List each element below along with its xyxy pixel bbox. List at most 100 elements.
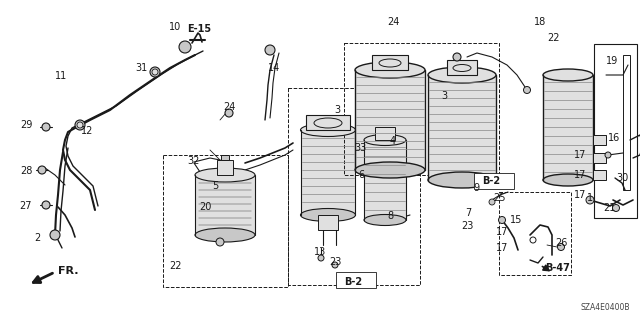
Text: 3: 3 bbox=[334, 105, 340, 115]
Text: 17: 17 bbox=[574, 150, 586, 160]
Text: 16: 16 bbox=[608, 133, 620, 143]
Circle shape bbox=[332, 262, 338, 268]
Circle shape bbox=[42, 201, 50, 209]
Bar bbox=[288, 88, 420, 285]
Ellipse shape bbox=[355, 62, 425, 78]
Ellipse shape bbox=[543, 69, 593, 81]
Bar bbox=[163, 155, 288, 287]
Circle shape bbox=[453, 53, 461, 61]
Circle shape bbox=[318, 255, 324, 261]
Bar bbox=[594, 44, 637, 218]
Bar bbox=[623, 55, 630, 190]
Text: 32: 32 bbox=[188, 156, 200, 166]
Text: 10: 10 bbox=[169, 22, 181, 32]
Text: 8: 8 bbox=[387, 211, 393, 221]
Circle shape bbox=[152, 69, 158, 75]
Circle shape bbox=[216, 238, 224, 246]
Text: 25: 25 bbox=[493, 193, 505, 203]
Circle shape bbox=[489, 199, 495, 205]
Circle shape bbox=[77, 122, 83, 128]
Bar bbox=[195, 175, 255, 235]
Circle shape bbox=[605, 152, 611, 158]
Text: 3: 3 bbox=[441, 91, 447, 101]
Bar bbox=[364, 140, 406, 220]
Circle shape bbox=[75, 120, 85, 130]
Circle shape bbox=[499, 217, 506, 223]
Bar bbox=[375, 127, 395, 140]
Text: 9: 9 bbox=[473, 183, 479, 193]
Text: 27: 27 bbox=[20, 201, 32, 211]
Bar bbox=[372, 55, 408, 70]
Text: 23: 23 bbox=[329, 257, 341, 267]
Circle shape bbox=[612, 204, 620, 212]
Ellipse shape bbox=[301, 209, 355, 221]
Bar bbox=[221, 155, 229, 160]
Ellipse shape bbox=[301, 124, 355, 137]
Text: 17: 17 bbox=[496, 227, 508, 237]
Text: 22: 22 bbox=[170, 261, 182, 271]
Text: 14: 14 bbox=[268, 63, 280, 73]
Text: 15: 15 bbox=[510, 215, 522, 225]
Text: 22: 22 bbox=[547, 33, 559, 43]
Text: E-15: E-15 bbox=[187, 24, 211, 34]
Circle shape bbox=[225, 109, 233, 117]
Bar bbox=[593, 153, 606, 163]
Text: 23: 23 bbox=[461, 221, 473, 231]
Bar bbox=[499, 192, 571, 275]
Bar bbox=[318, 215, 338, 230]
Text: 4: 4 bbox=[390, 136, 396, 146]
Text: 17: 17 bbox=[574, 170, 586, 180]
Text: 24: 24 bbox=[223, 102, 235, 112]
Ellipse shape bbox=[543, 174, 593, 186]
Text: 20: 20 bbox=[199, 202, 211, 212]
Text: B-2: B-2 bbox=[344, 277, 362, 287]
Bar bbox=[301, 130, 355, 215]
Bar bbox=[306, 115, 350, 130]
Ellipse shape bbox=[364, 214, 406, 226]
Text: 24: 24 bbox=[387, 17, 399, 27]
Text: 1: 1 bbox=[587, 193, 593, 203]
Bar bbox=[447, 60, 477, 75]
Text: 31: 31 bbox=[135, 63, 147, 73]
Bar bbox=[474, 173, 514, 189]
Ellipse shape bbox=[428, 172, 496, 188]
Ellipse shape bbox=[195, 228, 255, 242]
Text: 30: 30 bbox=[616, 173, 628, 183]
Text: 19: 19 bbox=[606, 56, 618, 66]
Text: 26: 26 bbox=[555, 238, 567, 248]
Ellipse shape bbox=[428, 67, 496, 83]
Text: 17: 17 bbox=[496, 243, 508, 253]
Circle shape bbox=[50, 230, 60, 240]
Text: 17: 17 bbox=[574, 190, 586, 200]
Bar bbox=[593, 135, 606, 145]
Ellipse shape bbox=[364, 134, 406, 146]
Text: 13: 13 bbox=[314, 247, 326, 257]
Text: FR.: FR. bbox=[58, 266, 79, 276]
Circle shape bbox=[150, 67, 160, 77]
Text: 5: 5 bbox=[212, 181, 218, 191]
Text: 6: 6 bbox=[358, 170, 364, 180]
Text: 18: 18 bbox=[534, 17, 546, 27]
Circle shape bbox=[38, 166, 46, 174]
Text: 33: 33 bbox=[354, 143, 366, 153]
Bar bbox=[336, 272, 376, 288]
Circle shape bbox=[557, 244, 564, 251]
Text: 7: 7 bbox=[465, 208, 471, 218]
Ellipse shape bbox=[195, 168, 255, 182]
Text: B-47: B-47 bbox=[545, 263, 570, 273]
Bar bbox=[217, 160, 233, 175]
Bar bbox=[543, 75, 593, 180]
Circle shape bbox=[179, 41, 191, 53]
Bar bbox=[428, 75, 496, 180]
Text: 21: 21 bbox=[603, 203, 615, 213]
Circle shape bbox=[42, 123, 50, 131]
Text: 29: 29 bbox=[20, 120, 32, 130]
Text: 2: 2 bbox=[34, 233, 40, 243]
Bar bbox=[593, 170, 606, 180]
Text: 28: 28 bbox=[20, 166, 32, 176]
Circle shape bbox=[586, 196, 594, 204]
Text: B-2: B-2 bbox=[482, 176, 500, 186]
Text: 11: 11 bbox=[55, 71, 67, 81]
Bar bbox=[355, 70, 425, 170]
Text: SZA4E0400B: SZA4E0400B bbox=[580, 303, 630, 312]
